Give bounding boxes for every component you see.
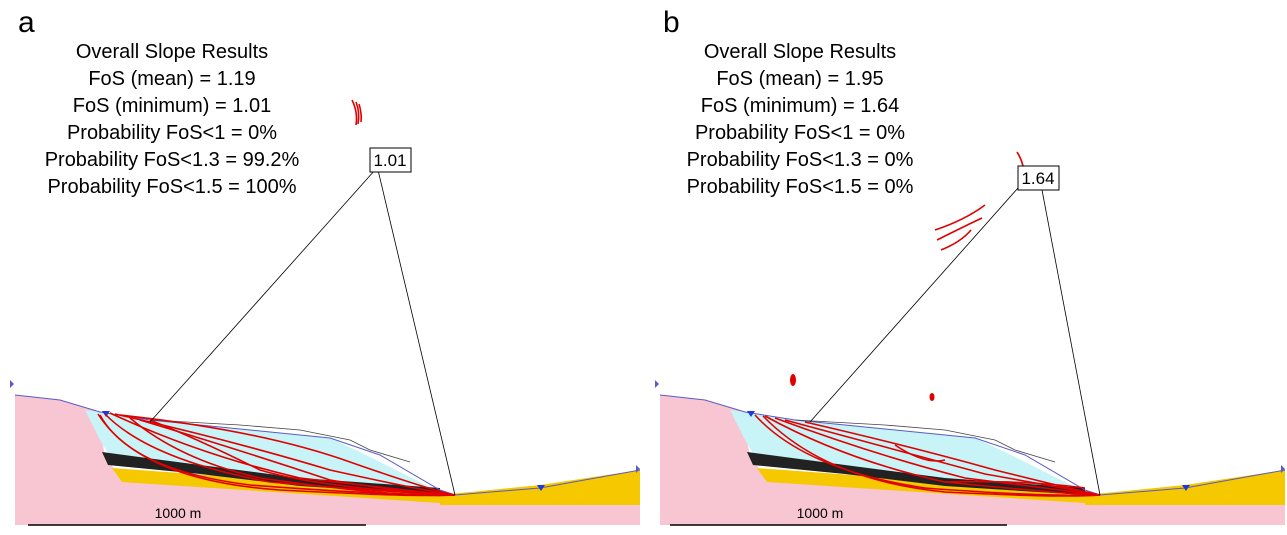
- fos-box-label: 1.01: [373, 151, 406, 170]
- results-title: Overall Slope Results: [704, 41, 896, 63]
- results-title: Overall Slope Results: [76, 41, 268, 63]
- fos-box: [369, 147, 412, 173]
- result-line: Probability FoS<1 = 0%: [67, 122, 277, 144]
- result-line: Probability FoS<1.3 = 99.2%: [45, 149, 300, 171]
- result-line: Probability FoS<1 = 0%: [695, 122, 905, 144]
- result-line: FoS (mean) = 1.95: [716, 68, 883, 90]
- fos-box: [1017, 165, 1060, 191]
- panel-label: b: [663, 6, 680, 39]
- scale-label: 1000 m: [155, 505, 202, 521]
- result-line: Probability FoS<1.5 = 0%: [687, 176, 914, 198]
- panel-b: 1.64 b Overall Slope Results FoS (mean) …: [654, 6, 1286, 526]
- result-line: FoS (minimum) = 1.64: [701, 95, 899, 117]
- panel-label: a: [18, 6, 35, 39]
- slope-section: [9, 379, 641, 526]
- scale-label: 1000 m: [797, 505, 844, 521]
- fos-box-label: 1.64: [1021, 169, 1054, 188]
- slope-section: [654, 379, 1286, 526]
- result-line: FoS (mean) = 1.19: [88, 68, 255, 90]
- slip-surfaces: [754, 151, 1101, 497]
- result-line: Probability FoS<1.5 = 100%: [47, 176, 296, 198]
- panel-a: 1.01 a Overall Slope Results FoS (mean) …: [9, 6, 641, 526]
- result-line: FoS (minimum) = 1.01: [73, 95, 271, 117]
- result-line: Probability FoS<1.3 = 0%: [687, 149, 914, 171]
- slip-surfaces: [97, 99, 456, 497]
